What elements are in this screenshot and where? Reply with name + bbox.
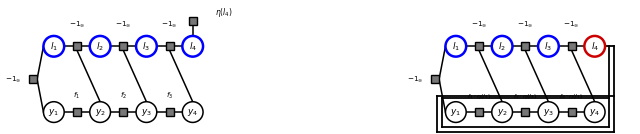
- Circle shape: [136, 102, 157, 122]
- Text: $f_1 \cdot \eta(l_4)$: $f_1 \cdot \eta(l_4)$: [467, 92, 492, 101]
- Text: $l_4$: $l_4$: [189, 40, 196, 53]
- Text: $-1_{\infty}$: $-1_{\infty}$: [68, 19, 85, 29]
- Circle shape: [538, 102, 559, 122]
- Circle shape: [182, 36, 203, 57]
- Text: $y_3$: $y_3$: [141, 107, 152, 118]
- Text: $y_4$: $y_4$: [589, 107, 600, 118]
- FancyBboxPatch shape: [522, 108, 529, 116]
- Text: $l_4$: $l_4$: [591, 40, 599, 53]
- FancyBboxPatch shape: [475, 108, 483, 116]
- Text: $y_4$: $y_4$: [187, 107, 198, 118]
- Text: $l_2$: $l_2$: [498, 40, 506, 53]
- Circle shape: [492, 102, 513, 122]
- FancyBboxPatch shape: [166, 42, 173, 50]
- Text: $-1_{\infty}$: $-1_{\infty}$: [517, 19, 534, 29]
- Text: $l_3$: $l_3$: [143, 40, 150, 53]
- Circle shape: [182, 102, 203, 122]
- Text: $y_1$: $y_1$: [48, 107, 60, 118]
- FancyBboxPatch shape: [522, 42, 529, 50]
- Text: $f_3$: $f_3$: [166, 91, 173, 101]
- Text: $f_3 \cdot \eta(l_4)$: $f_3 \cdot \eta(l_4)$: [559, 92, 584, 101]
- Text: $l_2$: $l_2$: [96, 40, 104, 53]
- FancyBboxPatch shape: [475, 42, 483, 50]
- Text: $-1_{\infty}$: $-1_{\infty}$: [115, 19, 131, 29]
- FancyBboxPatch shape: [73, 42, 81, 50]
- FancyBboxPatch shape: [568, 42, 575, 50]
- Circle shape: [136, 36, 157, 57]
- FancyBboxPatch shape: [189, 17, 196, 25]
- FancyBboxPatch shape: [119, 42, 127, 50]
- Text: $y_2$: $y_2$: [497, 107, 508, 118]
- Text: $-1_{\infty}$: $-1_{\infty}$: [161, 19, 178, 29]
- FancyBboxPatch shape: [29, 75, 37, 83]
- Circle shape: [90, 102, 111, 122]
- Circle shape: [44, 102, 64, 122]
- FancyBboxPatch shape: [568, 108, 575, 116]
- Text: $y_3$: $y_3$: [543, 107, 554, 118]
- Circle shape: [90, 36, 111, 57]
- Circle shape: [584, 102, 605, 122]
- Text: $y_2$: $y_2$: [95, 107, 106, 118]
- Text: $-1_{\infty}$: $-1_{\infty}$: [471, 19, 487, 29]
- Text: $f_1$: $f_1$: [74, 91, 81, 101]
- Circle shape: [445, 36, 466, 57]
- Text: $f_2$: $f_2$: [120, 91, 127, 101]
- FancyBboxPatch shape: [431, 75, 439, 83]
- Circle shape: [584, 36, 605, 57]
- Text: $y_1$: $y_1$: [451, 107, 461, 118]
- Circle shape: [445, 102, 466, 122]
- Text: $\eta(l_4)$: $\eta(l_4)$: [214, 6, 232, 19]
- FancyBboxPatch shape: [73, 108, 81, 116]
- Text: $-1_{\infty}$: $-1_{\infty}$: [563, 19, 580, 29]
- Circle shape: [492, 36, 513, 57]
- Text: $-1_{\infty}$: $-1_{\infty}$: [406, 75, 423, 84]
- Circle shape: [538, 36, 559, 57]
- Text: $l_3$: $l_3$: [545, 40, 552, 53]
- Text: $l_1$: $l_1$: [50, 40, 58, 53]
- FancyBboxPatch shape: [119, 108, 127, 116]
- Circle shape: [44, 36, 64, 57]
- FancyBboxPatch shape: [166, 108, 173, 116]
- Text: $-1_{\infty}$: $-1_{\infty}$: [4, 75, 21, 84]
- Text: $l_1$: $l_1$: [452, 40, 460, 53]
- Text: $f_2 \cdot \eta(l_4)$: $f_2 \cdot \eta(l_4)$: [513, 92, 538, 101]
